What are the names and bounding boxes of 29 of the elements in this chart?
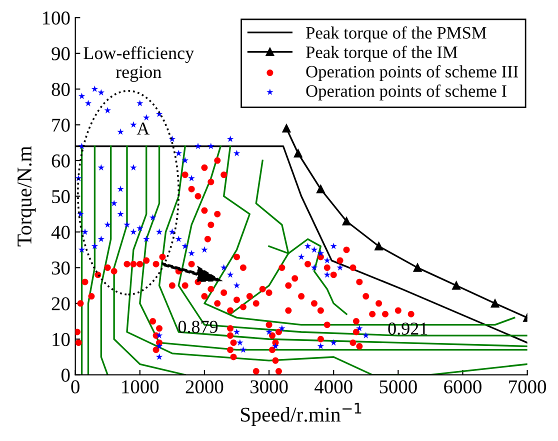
- x-tick-label: 4000: [314, 380, 352, 394]
- y-tick-label: 50: [52, 190, 70, 204]
- y-tick-label: 30: [52, 262, 70, 275]
- y-tick-label: 70: [52, 118, 70, 132]
- y-axis-title: Torque/N.m: [18, 146, 36, 246]
- x-tick-label: 3000: [250, 380, 288, 394]
- y-tick-label: 80: [52, 82, 70, 96]
- annotation: A: [136, 122, 150, 135]
- legend-label: Peak torque of the PMSM: [306, 26, 486, 42]
- annotation: 0.921: [388, 322, 428, 335]
- legend-label: Operation points of scheme I: [306, 84, 506, 100]
- x-tick-label: 2000: [186, 380, 224, 394]
- x-tick-label: 0: [71, 380, 80, 394]
- x-tick-label: 6000: [444, 380, 482, 394]
- x-tick-label: 1000: [122, 380, 159, 394]
- y-tick-label: 60: [52, 154, 70, 168]
- y-tick-label: 0: [61, 368, 70, 382]
- annotation: Low-efficiency region: [84, 46, 194, 82]
- y-tick-label: 10: [52, 332, 70, 346]
- y-tick-label: 20: [52, 297, 70, 310]
- x-tick-label: 7000: [509, 380, 546, 394]
- legend-label: Peak torque of the IM: [306, 46, 458, 62]
- annotation: 0.879: [178, 320, 218, 334]
- legend-label: Operation points of scheme III: [306, 65, 518, 82]
- x-tick-label: 5000: [380, 380, 417, 394]
- y-tick-label: 40: [51, 226, 70, 239]
- y-tick-label: 100: [43, 11, 70, 25]
- y-tick-label: 90: [52, 47, 70, 60]
- x-axis-title: Speed/r.min$^{−1}$: [240, 402, 362, 426]
